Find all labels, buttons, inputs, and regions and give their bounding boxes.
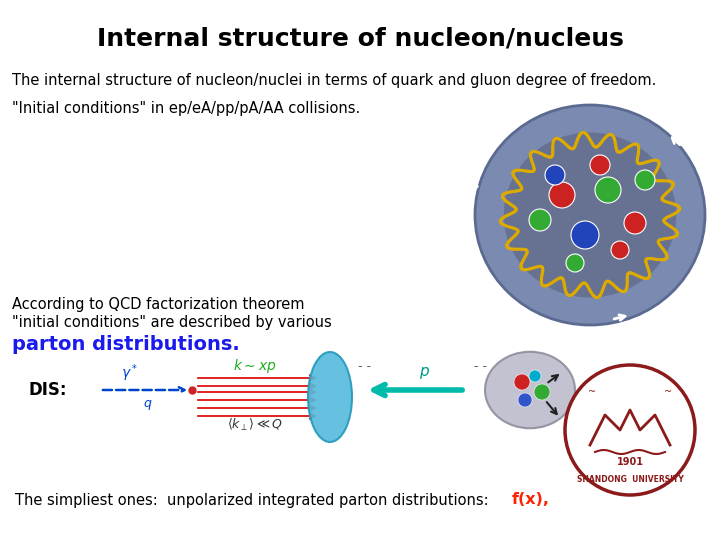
Text: SHANDONG  UNIVERSITY: SHANDONG UNIVERSITY [577,476,683,484]
Text: $\langle k_\perp \rangle \ll Q$: $\langle k_\perp \rangle \ll Q$ [227,417,283,433]
Ellipse shape [485,352,575,428]
Text: $\gamma^*$: $\gamma^*$ [122,362,139,384]
Ellipse shape [529,370,541,382]
Text: According to QCD factorization theorem: According to QCD factorization theorem [12,298,305,313]
Text: parton distributions.: parton distributions. [12,334,240,354]
Text: The internal structure of nucleon/nuclei in terms of quark and gluon degree of f: The internal structure of nucleon/nuclei… [12,72,657,87]
Text: The simpliest ones:  unpolarized integrated parton distributions:: The simpliest ones: unpolarized integrat… [15,492,493,508]
Ellipse shape [590,155,610,175]
Ellipse shape [624,212,646,234]
Text: - -: - - [359,360,372,373]
Ellipse shape [529,209,551,231]
Text: DIS:: DIS: [28,381,66,399]
Text: 1901: 1901 [616,457,644,467]
Ellipse shape [475,105,705,325]
Text: $k{\sim}xp$: $k{\sim}xp$ [233,357,276,375]
Text: $p$: $p$ [420,365,431,381]
Ellipse shape [611,241,629,259]
Ellipse shape [571,221,599,249]
Ellipse shape [549,182,575,208]
Ellipse shape [504,132,676,298]
Text: - -: - - [474,360,487,373]
Text: ~: ~ [588,387,596,397]
Text: "Initial conditions" in ep/eA/pp/pA/AA collisions.: "Initial conditions" in ep/eA/pp/pA/AA c… [12,100,360,116]
Ellipse shape [595,177,621,203]
Ellipse shape [534,384,550,400]
Ellipse shape [518,393,532,407]
Ellipse shape [308,352,352,442]
Text: $q$: $q$ [143,398,153,412]
Text: f(x),: f(x), [512,492,550,508]
Ellipse shape [635,170,655,190]
Ellipse shape [545,165,565,185]
Ellipse shape [514,374,530,390]
Text: ~: ~ [664,387,672,397]
Text: "initial conditions" are described by various: "initial conditions" are described by va… [12,315,332,330]
Ellipse shape [565,365,695,495]
Ellipse shape [566,254,584,272]
Text: Internal structure of nucleon/nucleus: Internal structure of nucleon/nucleus [96,26,624,50]
